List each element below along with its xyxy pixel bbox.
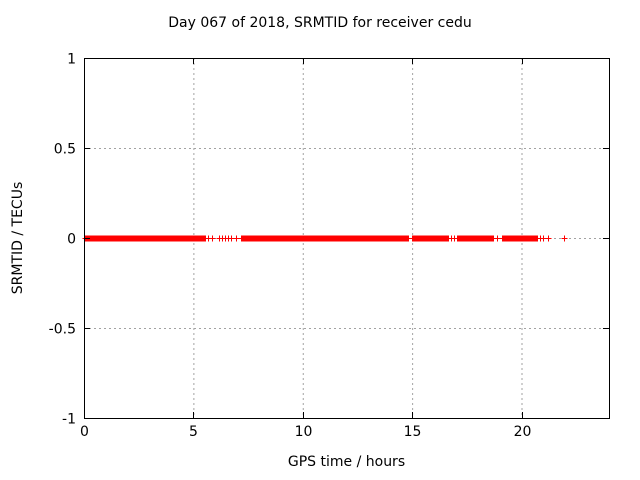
x-tick-label: 5	[189, 424, 198, 440]
y-tick-label: 0.5	[54, 142, 76, 158]
y-tick-label: 0	[67, 232, 76, 248]
y-tick-label: 1	[67, 52, 76, 68]
y-tick-label: -0.5	[49, 322, 76, 338]
x-tick-label: 0	[80, 424, 89, 440]
data-series-markers	[82, 235, 568, 242]
y-tick-label: -1	[62, 412, 76, 428]
x-axis-label: GPS time / hours	[287, 454, 406, 470]
x-tick-label: 15	[404, 424, 422, 440]
x-tick-label: 10	[295, 424, 313, 440]
x-tick-label: 20	[514, 424, 532, 440]
chart-title: Day 067 of 2018, SRMTID for receiver ced…	[168, 15, 472, 31]
